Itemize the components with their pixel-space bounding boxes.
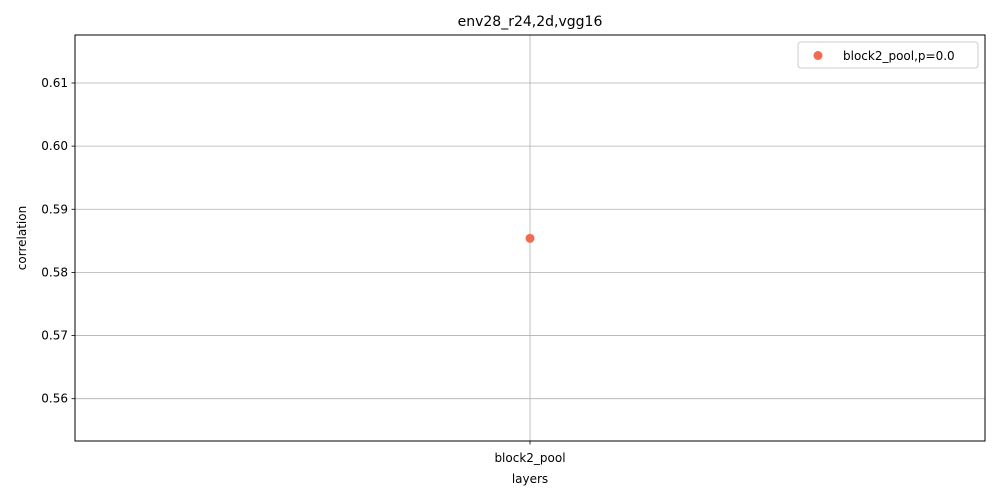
y-tick-label: 0.61 (41, 76, 68, 90)
legend: block2_pool,p=0.0 (797, 41, 979, 69)
x-tick-label: block2_pool (494, 451, 565, 465)
legend-marker (813, 51, 823, 60)
data-points (525, 233, 535, 243)
legend-entry-label: block2_pool,p=0.0 (843, 49, 955, 63)
y-axis-label: correlation (15, 206, 29, 270)
plot-frame (74, 34, 986, 442)
x-axis-ticks: block2_pool (494, 441, 566, 465)
x-axis-label: layers (512, 472, 548, 486)
y-tick-label: 0.56 (41, 392, 68, 406)
data-point (525, 233, 535, 243)
y-tick-label: 0.58 (41, 265, 68, 279)
y-tick-label: 0.57 (41, 329, 68, 343)
grid-lines (75, 35, 985, 441)
y-axis-ticks: 0.56 0.57 0.58 0.59 0.60 0.61 (41, 76, 75, 406)
y-tick-label: 0.60 (41, 139, 68, 153)
chart-title: env28_r24,2d,vgg16 (458, 14, 603, 30)
legend-box (797, 41, 979, 69)
y-tick-label: 0.59 (41, 202, 68, 216)
